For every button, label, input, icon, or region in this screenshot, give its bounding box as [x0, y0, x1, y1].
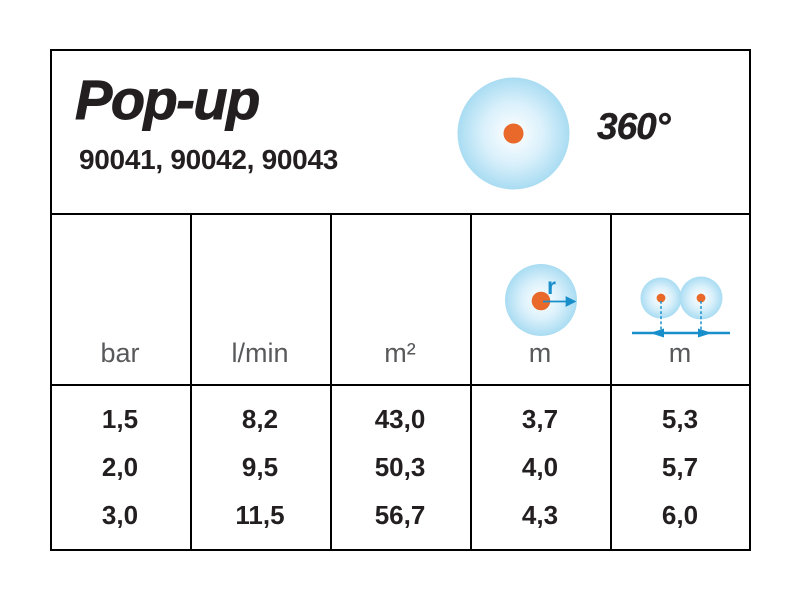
svg-text:r: r [547, 273, 556, 299]
